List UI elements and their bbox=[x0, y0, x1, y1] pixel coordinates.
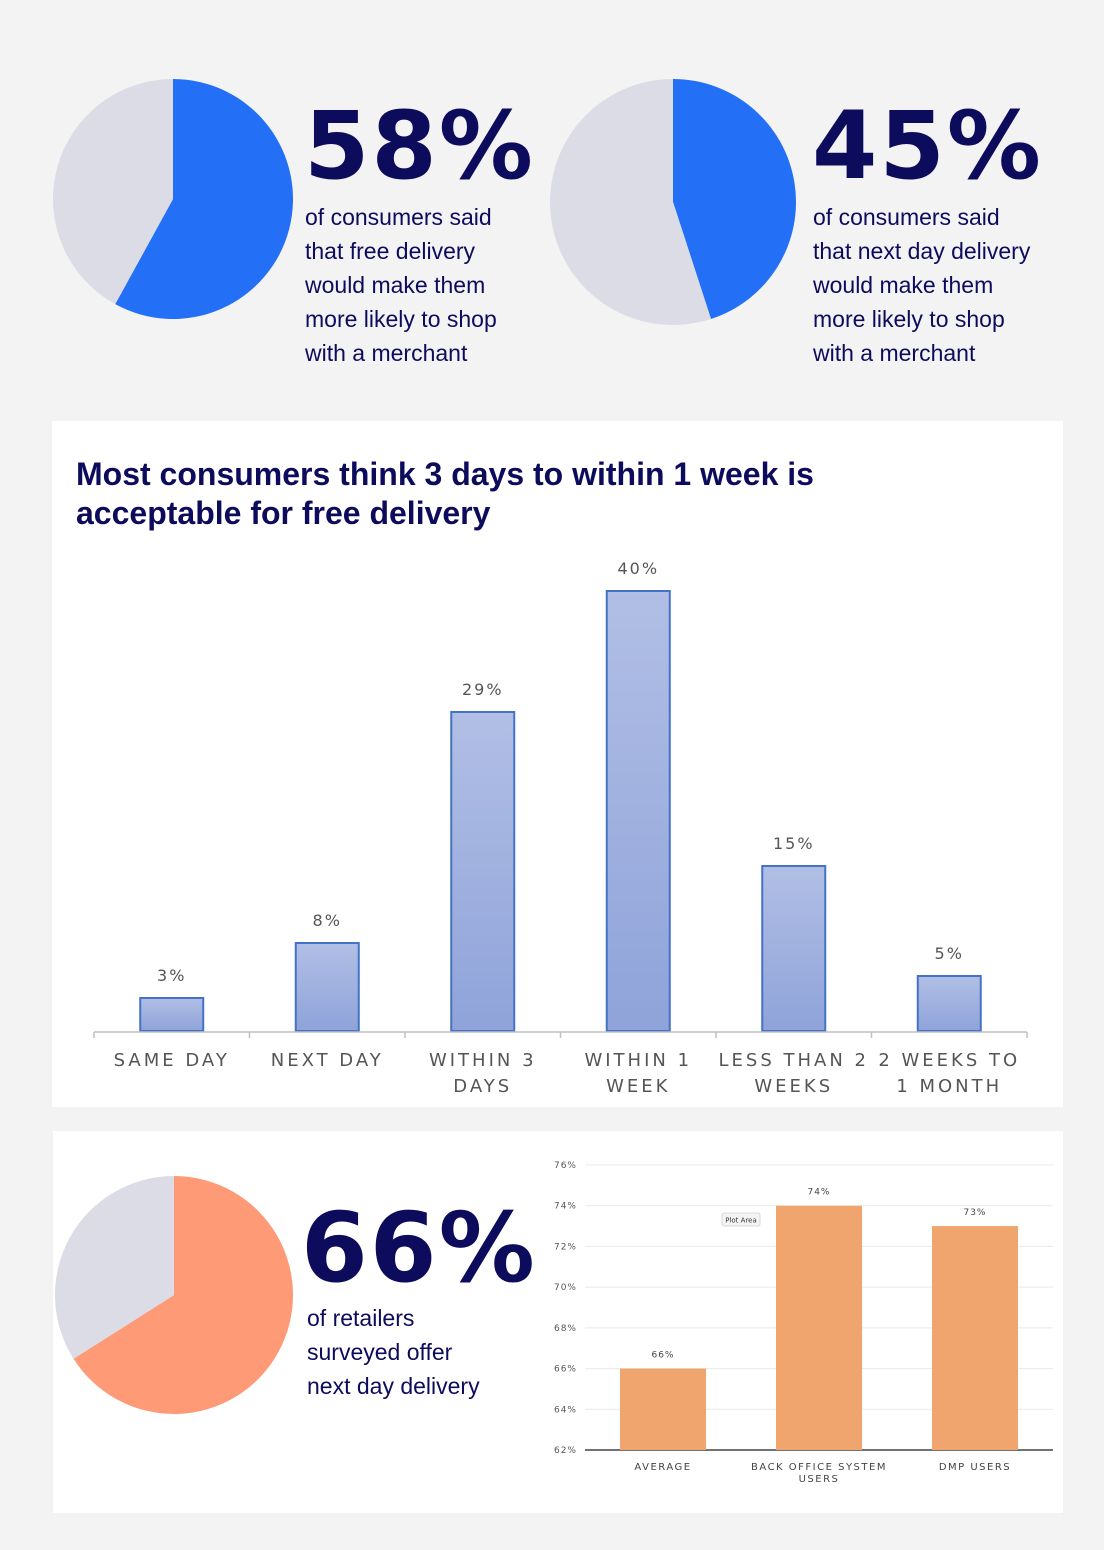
x-tick-label: WITHIN 3 bbox=[429, 1050, 537, 1071]
x-tick-label: DMP USERS bbox=[939, 1462, 1011, 1473]
delivery-time-panel: Most consumers think 3 days to within 1 … bbox=[52, 421, 1063, 1107]
caption-line: more likely to shop bbox=[813, 306, 1005, 332]
caption-line: would make them bbox=[813, 272, 994, 298]
plot-area-tooltip: Plot Area bbox=[721, 1212, 761, 1227]
caption-line: would make them bbox=[305, 272, 486, 298]
delivery-time-title: Most consumers think 3 days to within 1 … bbox=[76, 455, 814, 533]
x-tick-label: AVERAGE bbox=[634, 1462, 691, 1473]
pie-slice-highlight bbox=[73, 1176, 293, 1414]
x-tick-label: WEEK bbox=[606, 1076, 670, 1097]
y-tick-label: 66% bbox=[554, 1365, 577, 1375]
pie-slice-remainder bbox=[549, 79, 712, 325]
bar-value-label: 74% bbox=[807, 1188, 830, 1198]
x-tick-label: SAME DAY bbox=[114, 1050, 230, 1071]
caption-line: of consumers said bbox=[813, 204, 1000, 230]
caption-line: surveyed offer bbox=[307, 1339, 453, 1365]
caption-line: that free delivery bbox=[305, 238, 476, 264]
bar-value-label: 73% bbox=[963, 1208, 986, 1218]
bar bbox=[620, 1368, 706, 1450]
pie-slice-remainder bbox=[52, 79, 173, 305]
bar bbox=[139, 997, 205, 1032]
x-tick-label: BACK OFFICE SYSTEM bbox=[751, 1462, 887, 1473]
x-tick-label: LESS THAN 2 bbox=[719, 1050, 869, 1071]
tooltip-text: Plot Area bbox=[725, 1217, 757, 1225]
retailers-caption: of retailers surveyed offer next day del… bbox=[307, 1301, 480, 1403]
title-line: Most consumers think 3 days to within 1 … bbox=[76, 456, 814, 492]
y-tick-label: 76% bbox=[554, 1161, 577, 1171]
pie-slice-highlight bbox=[673, 79, 796, 319]
caption-line: more likely to shop bbox=[305, 306, 497, 332]
x-tick-label: NEXT DAY bbox=[271, 1050, 384, 1071]
bar bbox=[932, 1226, 1018, 1450]
bar bbox=[761, 865, 827, 1032]
pie-slice-highlight bbox=[115, 79, 293, 319]
delivery-time-bar-chart: 3% SAME DAY 8% NEXT DAY 29% WITHIN 3 DAYS 40% WI… bbox=[93, 559, 1028, 1097]
retailer-bar-chart: 76% 74% 72% 70% 68% 66% 64% 62% 66% AVERAGE 74% BAC… bbox=[554, 1161, 1053, 1485]
y-tick-label: 74% bbox=[554, 1202, 577, 1212]
caption-line: with a merchant bbox=[813, 340, 976, 366]
caption-line: next day delivery bbox=[307, 1373, 480, 1399]
x-tick-label: USERS bbox=[799, 1474, 840, 1485]
bar bbox=[605, 590, 671, 1032]
next-day-delivery-caption: of consumers said that next day delivery… bbox=[813, 200, 1030, 370]
free-delivery-caption: of consumers said that free delivery wou… bbox=[305, 200, 497, 370]
caption-line: of retailers bbox=[307, 1305, 415, 1331]
bar-value-label: 29% bbox=[462, 680, 504, 699]
caption-line: of consumers said bbox=[305, 204, 492, 230]
caption-line: with a merchant bbox=[305, 340, 468, 366]
y-tick-label: 64% bbox=[554, 1405, 577, 1415]
retailer-panel: 66% of retailers surveyed offer next day… bbox=[53, 1131, 1063, 1513]
x-tick-label: DAYS bbox=[453, 1076, 512, 1097]
bar-value-label: 66% bbox=[651, 1351, 674, 1361]
title-line: acceptable for free delivery bbox=[76, 495, 491, 531]
retailers-percentage: 66% bbox=[301, 1192, 537, 1304]
bar-value-label: 40% bbox=[617, 559, 659, 578]
next-day-delivery-percentage: 45% bbox=[812, 92, 1043, 201]
bar bbox=[916, 975, 982, 1032]
free-delivery-percentage: 58% bbox=[304, 92, 535, 201]
pie-retailers-next-day bbox=[55, 1176, 293, 1414]
tooltip-box bbox=[721, 1212, 761, 1227]
y-tick-label: 70% bbox=[554, 1283, 577, 1293]
x-tick-label: WITHIN 1 bbox=[584, 1050, 692, 1071]
pie-slice-remainder bbox=[55, 1176, 175, 1359]
caption-line: that next day delivery bbox=[813, 238, 1031, 264]
y-tick-label: 72% bbox=[554, 1242, 577, 1252]
bar-value-label: 8% bbox=[313, 911, 342, 930]
bar-value-label: 15% bbox=[773, 834, 815, 853]
x-tick-label: 1 MONTH bbox=[896, 1076, 1002, 1097]
bar bbox=[294, 942, 360, 1032]
bar-value-label: 5% bbox=[935, 944, 964, 963]
pie-next-day-delivery bbox=[549, 79, 796, 325]
x-tick-label: WEEKS bbox=[754, 1076, 833, 1097]
bar bbox=[776, 1205, 862, 1450]
x-tick-label: 2 WEEKS TO bbox=[878, 1050, 1020, 1071]
y-tick-label: 68% bbox=[554, 1324, 577, 1334]
bar bbox=[450, 711, 516, 1032]
y-tick-label: 62% bbox=[554, 1446, 577, 1456]
bar-value-label: 3% bbox=[157, 966, 186, 985]
pie-free-delivery bbox=[52, 79, 293, 319]
